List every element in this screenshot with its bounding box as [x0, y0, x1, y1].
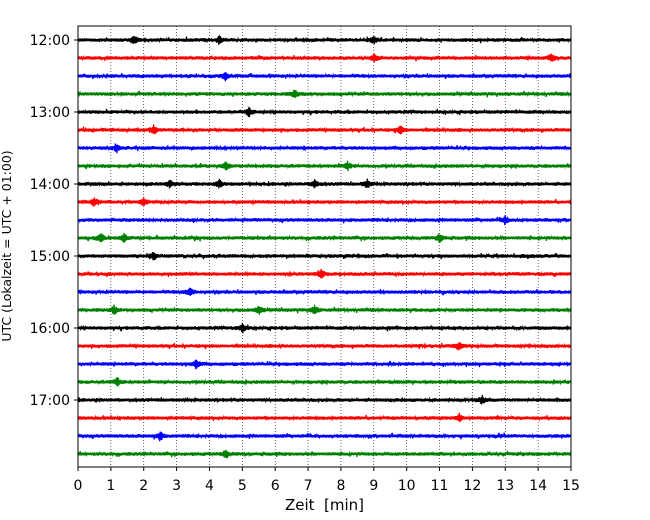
trace-1230	[77, 72, 572, 82]
trace-1630	[77, 359, 572, 370]
trace-1315	[77, 124, 572, 135]
y-tick-label-3: 15:00	[30, 249, 70, 265]
plot-frame	[77, 25, 572, 468]
x-tick-label-4: 4	[205, 478, 214, 494]
trace-1600	[77, 322, 572, 334]
seismogram-traces	[77, 35, 572, 459]
trace-1615	[77, 342, 572, 351]
trace-1700	[77, 394, 572, 405]
x-tick-label-10: 10	[398, 478, 416, 494]
trace-1300	[77, 106, 572, 118]
trace-1430	[77, 215, 572, 226]
y-tick-label-4: 16:00	[30, 321, 70, 337]
x-axis-label: Zeit [min]	[285, 496, 364, 514]
x-tick-label-2: 2	[139, 478, 148, 494]
trace-1515	[77, 268, 572, 279]
trace-1715	[77, 412, 572, 423]
trace-1445	[77, 232, 572, 243]
x-tick-label-13: 13	[496, 478, 514, 494]
y-tick-label-2: 14:00	[30, 177, 70, 193]
x-tick-label-14: 14	[529, 478, 547, 494]
x-tick-label-0: 0	[74, 478, 83, 494]
trace-1530	[77, 287, 572, 297]
trace-1730	[77, 431, 572, 442]
x-tick-label-8: 8	[336, 478, 345, 494]
x-tick-label-5: 5	[238, 478, 247, 494]
trace-1215	[77, 53, 572, 63]
x-tick-label-15: 15	[562, 478, 580, 494]
y-axis-label: UTC (Lokalzeit = UTC + 01:00)	[0, 150, 14, 341]
x-tick-label-7: 7	[304, 478, 313, 494]
x-tick-label-9: 9	[369, 478, 378, 494]
x-tick-label-11: 11	[431, 478, 449, 494]
trace-1245	[77, 89, 572, 99]
x-tick-label-12: 12	[463, 478, 481, 494]
trace-1330	[77, 143, 572, 154]
y-tick-label-1: 13:00	[30, 105, 70, 121]
trace-1400	[77, 178, 572, 189]
trace-1415	[77, 196, 572, 207]
y-tick-label-5: 17:00	[30, 393, 70, 409]
trace-1345	[77, 160, 572, 172]
x-tick-label-6: 6	[271, 478, 280, 494]
trace-1200	[77, 35, 572, 45]
trace-1500	[77, 251, 572, 261]
trace-1645	[77, 377, 572, 387]
trace-1745	[77, 449, 572, 459]
x-axis-ticks: 0 1 2 3 4 5 6 7 8 9 10 11 12 13 14 15	[74, 467, 580, 494]
trace-1545	[77, 304, 572, 315]
y-axis-ticks: 12:00 13:00 14:00 15:00 16:00 17:00	[30, 33, 78, 409]
x-tick-label-3: 3	[172, 478, 181, 494]
x-tick-label-1: 1	[106, 478, 115, 494]
y-tick-label-0: 12:00	[30, 33, 70, 49]
